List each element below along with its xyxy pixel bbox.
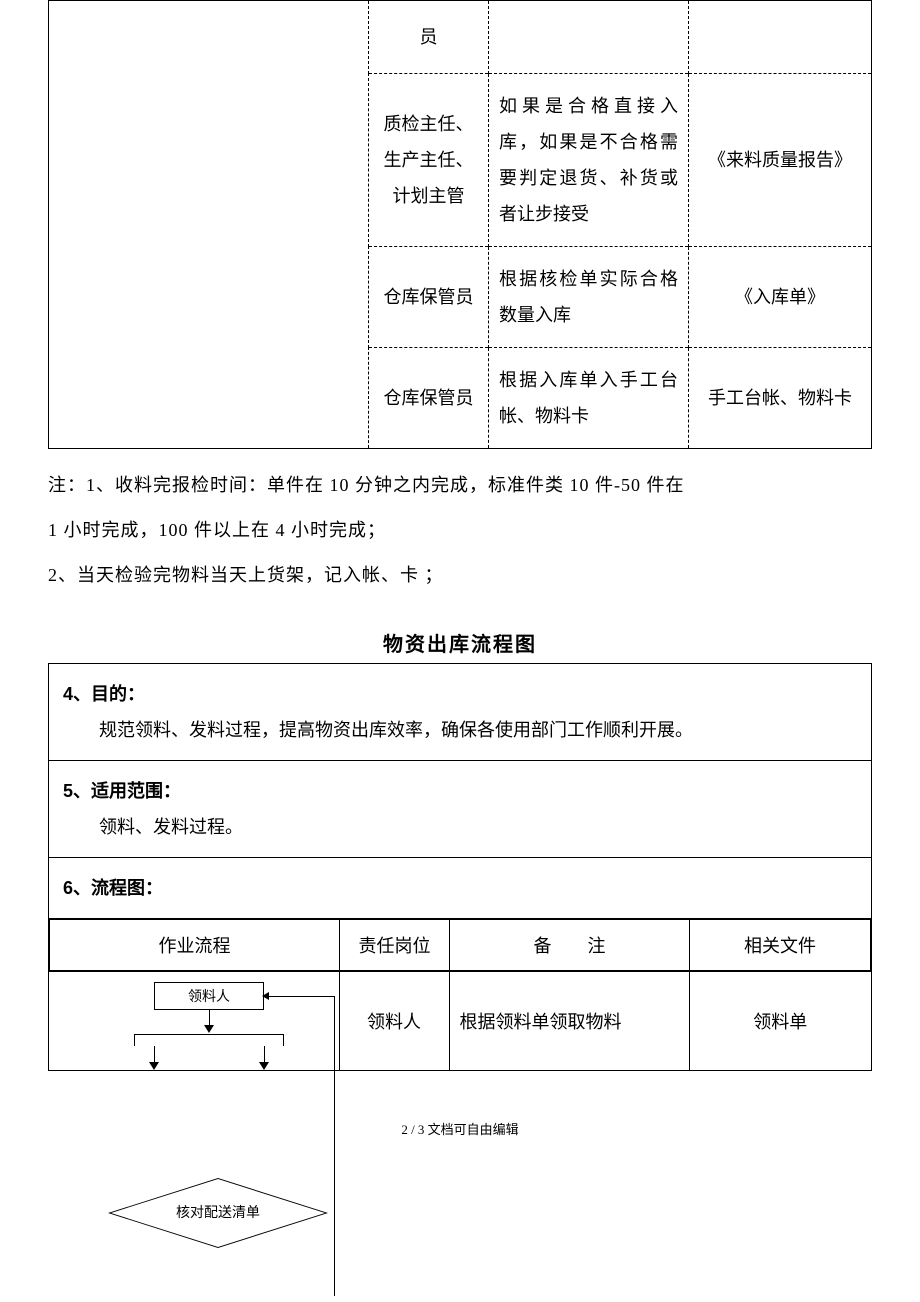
flow-h-3: 相关文件 <box>690 920 871 971</box>
notes-line1: 注：1、收料完报检时间：单件在 10 分钟之内完成，标准件类 10 件-50 件… <box>48 463 872 508</box>
spec-4-head: 4、目的： <box>63 676 857 712</box>
flow-h-2: 备 注 <box>450 920 690 971</box>
top-row-0: 员 <box>49 1 872 74</box>
spec-5: 5、适用范围： 领料、发料过程。 <box>49 761 872 858</box>
top-r2-note: 根据核检单实际合格数量入库 <box>489 247 688 347</box>
flow-arrow-left-icon <box>149 1062 159 1070</box>
top-r1-role: 质检主任、生产主任、计划主管 <box>369 92 488 228</box>
section-title: 物资出库流程图 <box>48 628 872 657</box>
top-r3-doc: 手工台帐、物料卡 <box>689 366 871 430</box>
spec-6-head: 6、流程图： <box>63 870 857 906</box>
flow-r1-doc: 领料单 <box>689 972 871 1070</box>
top-r3-role: 仓库保管员 <box>369 366 488 430</box>
flow-h-0: 作业流程 <box>50 920 340 971</box>
top-r0-role: 员 <box>369 1 488 73</box>
top-r1-note: 如果是合格直接入库，如果是不合格需要判定退货、补货或者让步接受 <box>489 74 688 246</box>
top-r2-role: 仓库保管员 <box>369 265 488 329</box>
top-table: 员 质检主任、生产主任、计划主管 如果是合格直接入库，如果是不合格需要判定退货、… <box>48 0 872 449</box>
spec-5-body: 领料、发料过程。 <box>63 809 857 845</box>
footer-pagenum: 2 / 3 文档可自由编辑 <box>48 1119 872 1138</box>
flow-arrow-right-icon <box>259 1062 269 1070</box>
flow-arrow-mid-icon <box>204 1025 214 1033</box>
spec-4: 4、目的： 规范领料、发料过程，提高物资出库效率，确保各使用部门工作顺利开展。 <box>49 664 872 761</box>
flow-arrow-in-icon <box>262 992 269 1000</box>
flow-line-long-right <box>334 996 335 1296</box>
notes-block: 注：1、收料完报检时间：单件在 10 分钟之内完成，标准件类 10 件-50 件… <box>48 463 872 598</box>
flow-cell-diagram: 领料人 <box>49 972 339 1070</box>
diamond-node: 核对配送清单 <box>108 1178 328 1248</box>
spec-6: 6、流程图： <box>49 858 872 919</box>
flow-r1-note: 根据领料单领取物料 <box>449 972 689 1070</box>
top-r0-doc <box>689 19 871 55</box>
spec-5-head: 5、适用范围： <box>63 773 857 809</box>
top-r0-note <box>489 19 688 55</box>
flow-node-label: 领料人 <box>188 986 230 1006</box>
flow-header-row: 作业流程 责任岗位 备 注 相关文件 <box>49 919 872 972</box>
top-r2-doc: 《入库单》 <box>689 265 871 329</box>
diamond-label: 核对配送清单 <box>108 1202 328 1222</box>
flow-line-right-conn <box>286 996 334 997</box>
notes-line2: 1 小时完成，100 件以上在 4 小时完成； <box>48 508 872 553</box>
spec-table: 4、目的： 规范领料、发料过程，提高物资出库效率，确保各使用部门工作顺利开展。 … <box>48 663 872 1071</box>
top-col-flow-empty <box>49 1 369 449</box>
top-r1-doc: 《来料质量报告》 <box>689 128 871 192</box>
flow-node-box: 领料人 <box>154 982 264 1010</box>
top-r3-note: 根据入库单入手工台帐、物料卡 <box>489 348 688 448</box>
flow-h-1: 责任岗位 <box>340 920 450 971</box>
flow-r1-role: 领料人 <box>339 972 449 1070</box>
notes-line3: 2、当天检验完物料当天上货架，记入帐、卡 ； <box>48 553 872 598</box>
flow-row-1: 领料人 <box>49 972 872 1071</box>
spec-4-body: 规范领料、发料过程，提高物资出库效率，确保各使用部门工作顺利开展。 <box>63 712 857 748</box>
flow-bar-sides <box>134 1034 284 1046</box>
